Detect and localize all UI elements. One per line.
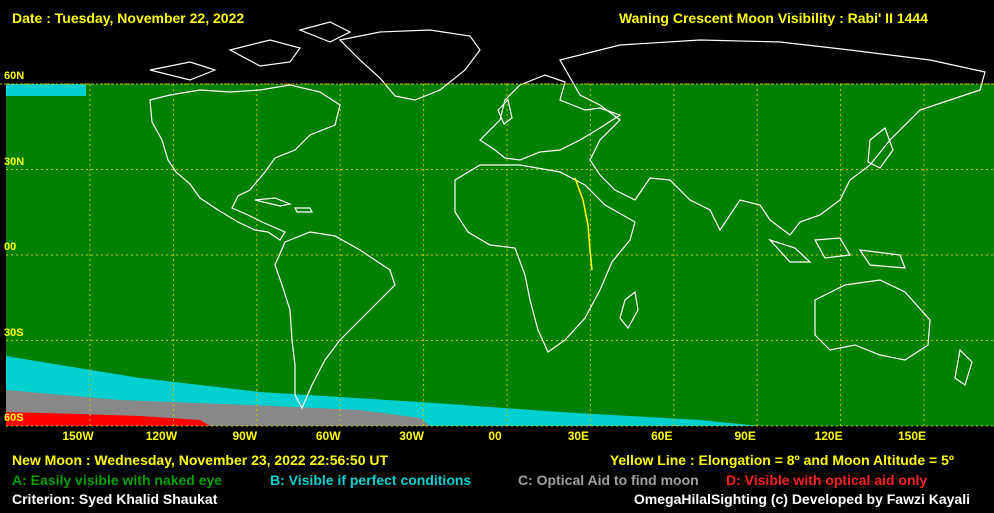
criterion-text: Criterion: Syed Khalid Shaukat	[12, 491, 218, 507]
zone-a-area	[6, 84, 994, 426]
greenland-coast	[338, 29, 481, 101]
caribbean	[254, 197, 313, 213]
visibility-title: Waning Crescent Moon Visibility : Rabi' …	[618, 10, 928, 26]
lon-label: 90W	[232, 429, 258, 443]
madagascar	[619, 290, 639, 330]
visibility-zones	[6, 84, 994, 426]
lon-label: 90E	[734, 429, 756, 443]
legend-a: A: Easily visible with naked eye	[12, 472, 223, 488]
elongation-line	[574, 177, 593, 271]
lon-label: 60E	[651, 429, 673, 443]
zone-b-north	[6, 84, 86, 96]
europe-coast	[479, 74, 622, 161]
japan	[867, 127, 894, 169]
lon-label: 120E	[814, 429, 843, 443]
date-title: Date : Tuesday, November 22, 2022	[12, 10, 245, 26]
yellow-line-text: Yellow Line : Elongation = 8º and Moon A…	[609, 452, 954, 468]
lat-lon-grid	[6, 83, 994, 427]
indonesia	[768, 237, 906, 269]
legend-d: D: Visible with optical aid only	[726, 472, 928, 488]
legend-b: B: Visible if perfect conditions	[270, 472, 472, 488]
coastlines	[149, 21, 986, 410]
lat-label: 60N	[4, 70, 25, 82]
new-zealand	[954, 348, 973, 386]
legend-c: C: Optical Aid to find moon	[518, 472, 699, 488]
lat-label: 30N	[4, 155, 25, 168]
lon-label: 120W	[145, 429, 178, 443]
lon-label: 30E	[567, 429, 590, 443]
arctic-islands	[149, 21, 352, 81]
lon-label: 60W	[315, 429, 341, 443]
south-america-coast	[274, 231, 396, 410]
africa-coast	[454, 164, 636, 353]
new-moon-text: New Moon : Wednesday, November 23, 2022 …	[12, 452, 389, 468]
lat-label: 00	[4, 241, 17, 253]
lon-label: 30W	[399, 429, 424, 443]
british-isles	[497, 98, 513, 125]
north-america-coast	[149, 84, 341, 241]
lon-label: 00	[488, 429, 502, 443]
lat-label: 60S	[4, 412, 24, 424]
lon-label: 150W	[62, 429, 94, 443]
lat-label: 30S	[4, 326, 24, 339]
australia-coast	[814, 279, 931, 361]
lon-label: 150E	[897, 429, 927, 443]
asia-coast	[559, 39, 986, 236]
credit-text: OmegaHilalSighting (c) Developed by Fawz…	[633, 491, 970, 507]
zone-d-south	[6, 412, 210, 426]
